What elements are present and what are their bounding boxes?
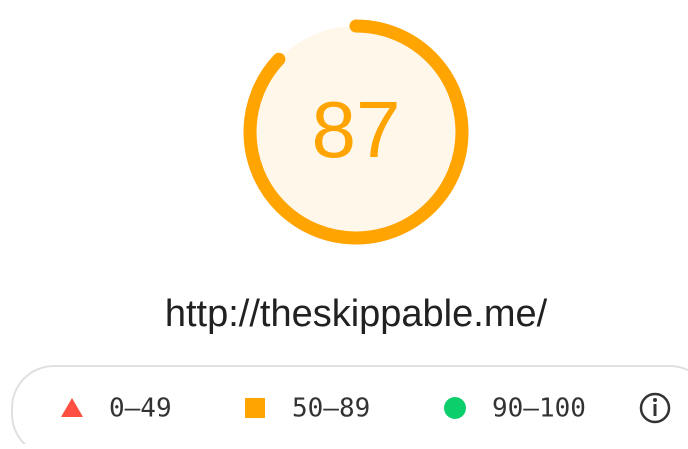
legend-label: 50–89 <box>292 394 370 424</box>
legend-label: 0–49 <box>109 394 172 424</box>
legend-pill <box>11 365 688 449</box>
gauge-fill <box>250 26 462 238</box>
legend-triangle <box>61 398 83 417</box>
legend-circle <box>444 397 466 419</box>
legend: 0–49 50–89 90–100 <box>61 394 586 424</box>
legend-square <box>245 398 265 418</box>
url: http://theskippable.me/ <box>165 293 548 335</box>
score: 87 <box>312 85 401 174</box>
gauge-arc <box>243 19 469 245</box>
info-dot <box>653 398 657 402</box>
legend-label: 90–100 <box>492 394 586 424</box>
info-icon[interactable] <box>639 392 671 424</box>
info-bar <box>653 404 657 416</box>
info-circle[interactable] <box>639 392 671 424</box>
